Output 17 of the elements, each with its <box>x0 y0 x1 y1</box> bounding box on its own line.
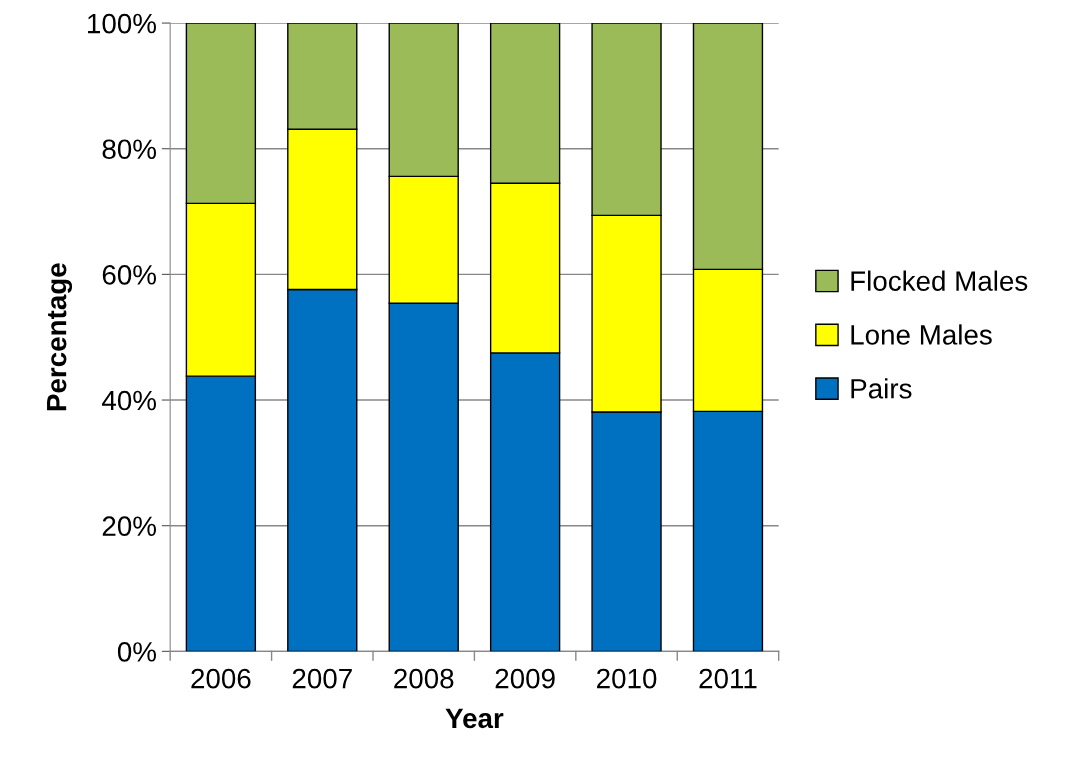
y-tick-label: 100% <box>88 13 156 34</box>
x-tick-label: 2008 <box>394 668 454 689</box>
y-axis-title: Percentage <box>47 263 73 411</box>
y-tick-label: 40% <box>102 390 156 411</box>
y-tick-label: 60% <box>102 265 156 285</box>
y-tick-label: 80% <box>102 139 156 160</box>
y-tick-label: 0% <box>117 642 156 662</box>
x-axis-title: Year <box>445 708 504 729</box>
x-tick-label: 2011 <box>699 668 757 689</box>
x-tick-label: 2009 <box>495 668 555 689</box>
legend-label: Lone Males <box>851 324 992 345</box>
y-tick-label: 20% <box>102 516 156 537</box>
legend-label: Pairs <box>851 378 912 399</box>
x-tick-label: 2006 <box>191 668 251 689</box>
x-tick-label: 2010 <box>597 668 657 689</box>
legend-label: Flocked Males <box>851 270 1028 291</box>
x-tick-label: 2007 <box>292 668 352 689</box>
